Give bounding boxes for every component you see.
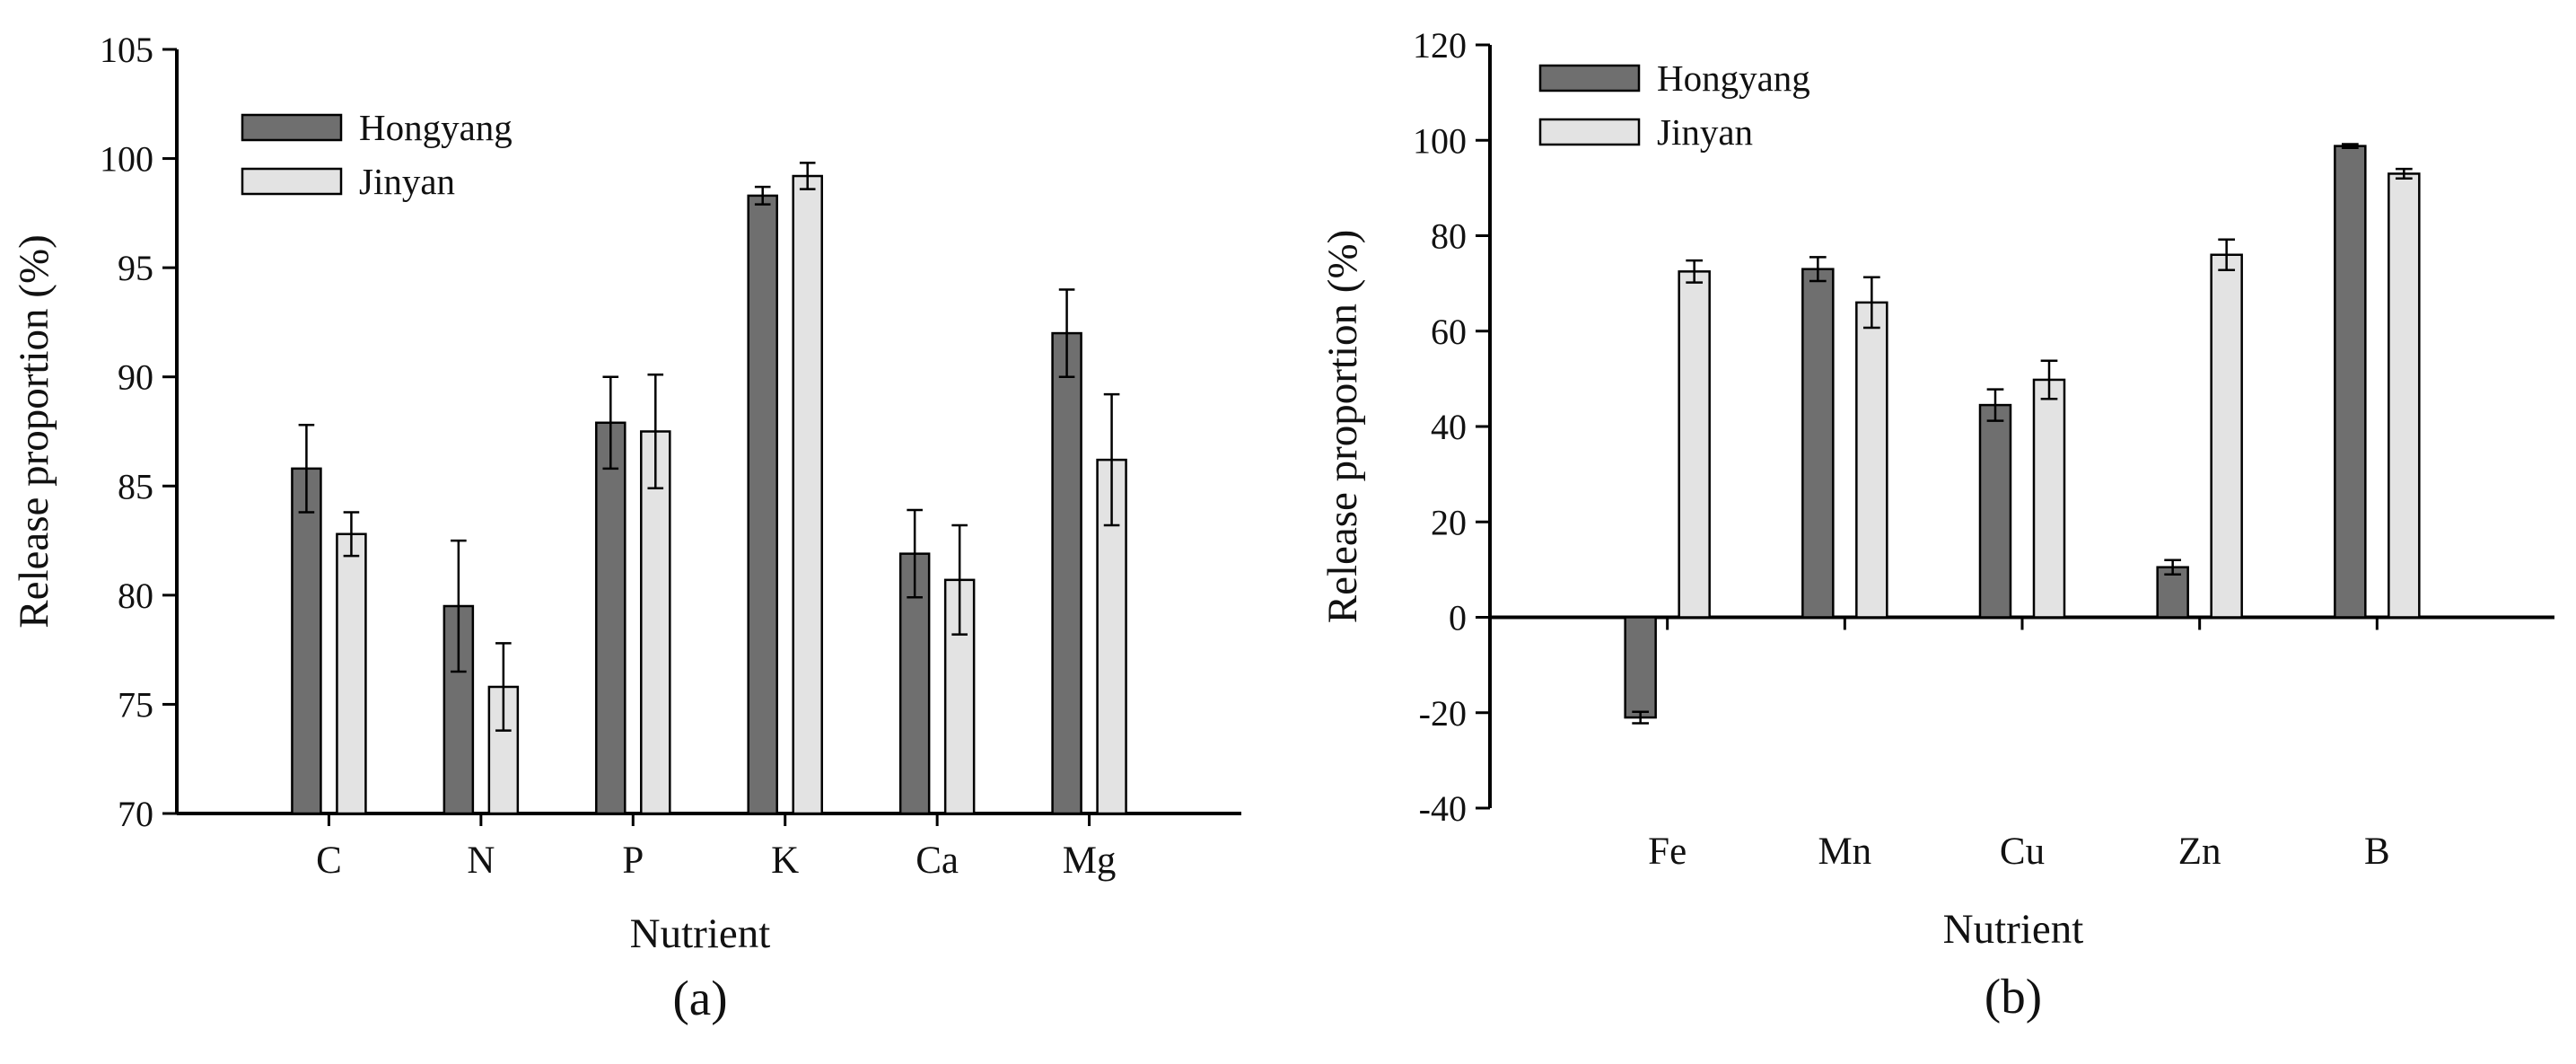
- panel-label: (a): [672, 971, 727, 1025]
- y-tick-label: 95: [118, 248, 153, 288]
- y-tick-label: 100: [1413, 120, 1467, 161]
- y-tick-label: 100: [100, 139, 153, 180]
- y-tick-label: 70: [118, 794, 153, 834]
- category-label: C: [316, 840, 342, 882]
- bar-hongyang-ca: [898, 552, 931, 815]
- panel-label: (b): [1985, 969, 2042, 1024]
- y-tick-label: 85: [118, 466, 153, 506]
- bar-hongyang-zn: [2156, 566, 2189, 619]
- category-label: N: [467, 840, 495, 882]
- legend-swatch-hongyang: [241, 113, 343, 142]
- y-tick-label: 90: [118, 357, 153, 398]
- y-tick-label: 0: [1449, 598, 1467, 638]
- bar-jinyan-p: [640, 430, 671, 815]
- y-tick-label: 105: [100, 30, 153, 70]
- bar-jinyan-mn: [1855, 301, 1888, 619]
- chart-panel-a: 70 75 80 85 90 95 100 105 C N P K Ca Mg Release propor…: [11, 30, 1241, 1025]
- bar-hongyang-mn: [1801, 268, 1835, 619]
- bar-hongyang-k: [747, 194, 778, 815]
- category-label: Ca: [916, 840, 959, 882]
- bar-jinyan-c: [336, 532, 367, 815]
- category-label: Mg: [1063, 840, 1117, 882]
- legend: Hongyang Jinyan: [241, 107, 513, 202]
- legend-label-hongyang: Hongyang: [359, 107, 513, 148]
- y-tick-label: 20: [1431, 502, 1467, 542]
- bar-hongyang-mg: [1051, 331, 1082, 815]
- bar-hongyang-c: [291, 467, 322, 815]
- category-label: K: [771, 840, 799, 882]
- legend-label-jinyan: Jinyan: [359, 161, 455, 202]
- bar-jinyan-fe: [1678, 270, 1711, 619]
- legend-swatch-hongyang: [1538, 64, 1641, 92]
- category-label: Mn: [1818, 831, 1871, 873]
- legend-label-hongyang: Hongyang: [1657, 57, 1810, 99]
- bar-jinyan-cu: [2032, 378, 2066, 619]
- legend-label-jinyan: Jinyan: [1657, 111, 1753, 153]
- legend-swatch-jinyan: [241, 167, 343, 196]
- y-axis-title: Release proportion (%): [11, 234, 57, 629]
- bar-jinyan-zn: [2210, 253, 2243, 619]
- y-axis-title: Release proportion (%): [1319, 230, 1366, 624]
- bar-jinyan-b: [2388, 172, 2421, 619]
- bar-hongyang-p: [595, 421, 626, 815]
- category-label: P: [622, 840, 644, 882]
- category-label: Cu: [2000, 831, 2045, 873]
- x-axis-title: Nutrient: [630, 910, 771, 957]
- y-tick-label: 75: [118, 684, 153, 725]
- y-tick-label: -40: [1419, 788, 1467, 829]
- category-label: Zn: [2178, 831, 2221, 873]
- bar-hongyang-b: [2334, 145, 2367, 619]
- bar-jinyan-k: [792, 174, 823, 815]
- y-tick-label: 80: [1431, 216, 1467, 257]
- bar-hongyang-cu: [1978, 403, 2012, 619]
- legend-swatch-jinyan: [1538, 118, 1641, 146]
- x-axis-title: Nutrient: [1943, 906, 2084, 953]
- y-tick-label: 80: [118, 576, 153, 616]
- y-tick-label: 120: [1413, 25, 1467, 66]
- category-label: B: [2364, 831, 2390, 873]
- category-label: Fe: [1648, 831, 1687, 873]
- y-tick-label: 60: [1431, 312, 1467, 352]
- legend: Hongyang Jinyan: [1538, 57, 1810, 153]
- y-tick-label: -20: [1419, 693, 1467, 734]
- y-tick-label: 40: [1431, 407, 1467, 447]
- chart-panel-b: -40 -20 0 20 40 60 80 100 120 Fe Mn Cu Zn B Release pr…: [1319, 25, 2554, 1024]
- bar-hongyang-fe: [1624, 616, 1657, 719]
